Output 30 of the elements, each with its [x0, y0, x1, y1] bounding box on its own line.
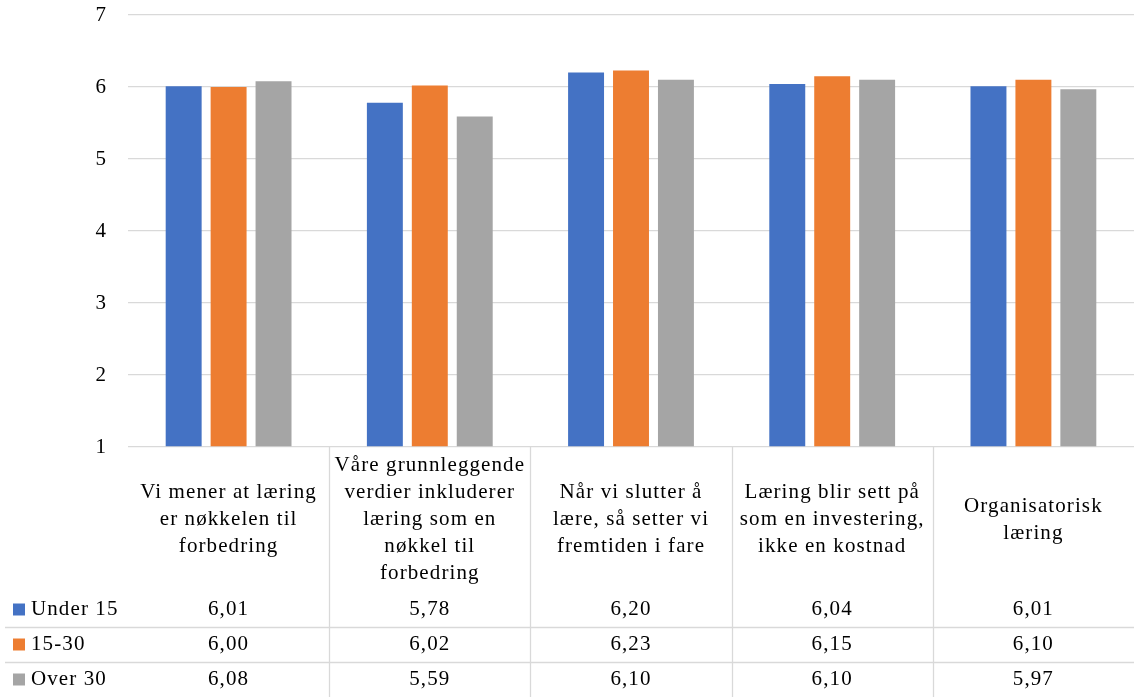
data-label: 6,23 [610, 631, 652, 656]
x-tick-label: Læring blir sett på som en investering, ikke en kostnad [739, 479, 925, 558]
data-label: 6,01 [1012, 596, 1054, 621]
data-label: 6,01 [208, 596, 250, 621]
data-label: 5,59 [409, 666, 451, 691]
y-tick-label: 6 [95, 73, 106, 98]
data-label: 6,15 [811, 631, 853, 656]
y-tick-label: 7 [95, 1, 106, 26]
data-label: 6,10 [1012, 631, 1054, 656]
data-label: 5,78 [409, 596, 451, 621]
data-label: 6,20 [610, 596, 652, 621]
legend-label: 15-30 [31, 631, 86, 656]
y-tick-label: 2 [95, 361, 106, 386]
data-label: 6,10 [610, 666, 652, 691]
x-tick-label: Vi mener at læring er nøkkelen til forbedring [140, 479, 317, 558]
y-tick-label: 3 [95, 289, 106, 314]
data-label: 6,08 [208, 666, 250, 691]
y-tick-label: 1 [95, 433, 106, 458]
data-label: 6,10 [811, 666, 853, 691]
x-tick-label: Når vi slutter å lære, så setter vi fremtiden i fare [552, 479, 710, 558]
legend-label: Under 15 [31, 596, 119, 621]
data-label: 6,00 [208, 631, 250, 656]
x-tick-label: Organisatorisk læring [964, 492, 1103, 544]
y-tick-label: 5 [95, 145, 106, 170]
legend-label: Over 30 [31, 666, 107, 691]
data-label: 6,04 [811, 596, 853, 621]
x-tick-label: Våre grunnleggende verdier inkluderer læring som en nøkkel til forbedring [334, 452, 526, 585]
data-label: 5,97 [1012, 666, 1054, 691]
y-tick-label: 4 [95, 217, 107, 242]
data-label: 6,02 [409, 631, 451, 656]
